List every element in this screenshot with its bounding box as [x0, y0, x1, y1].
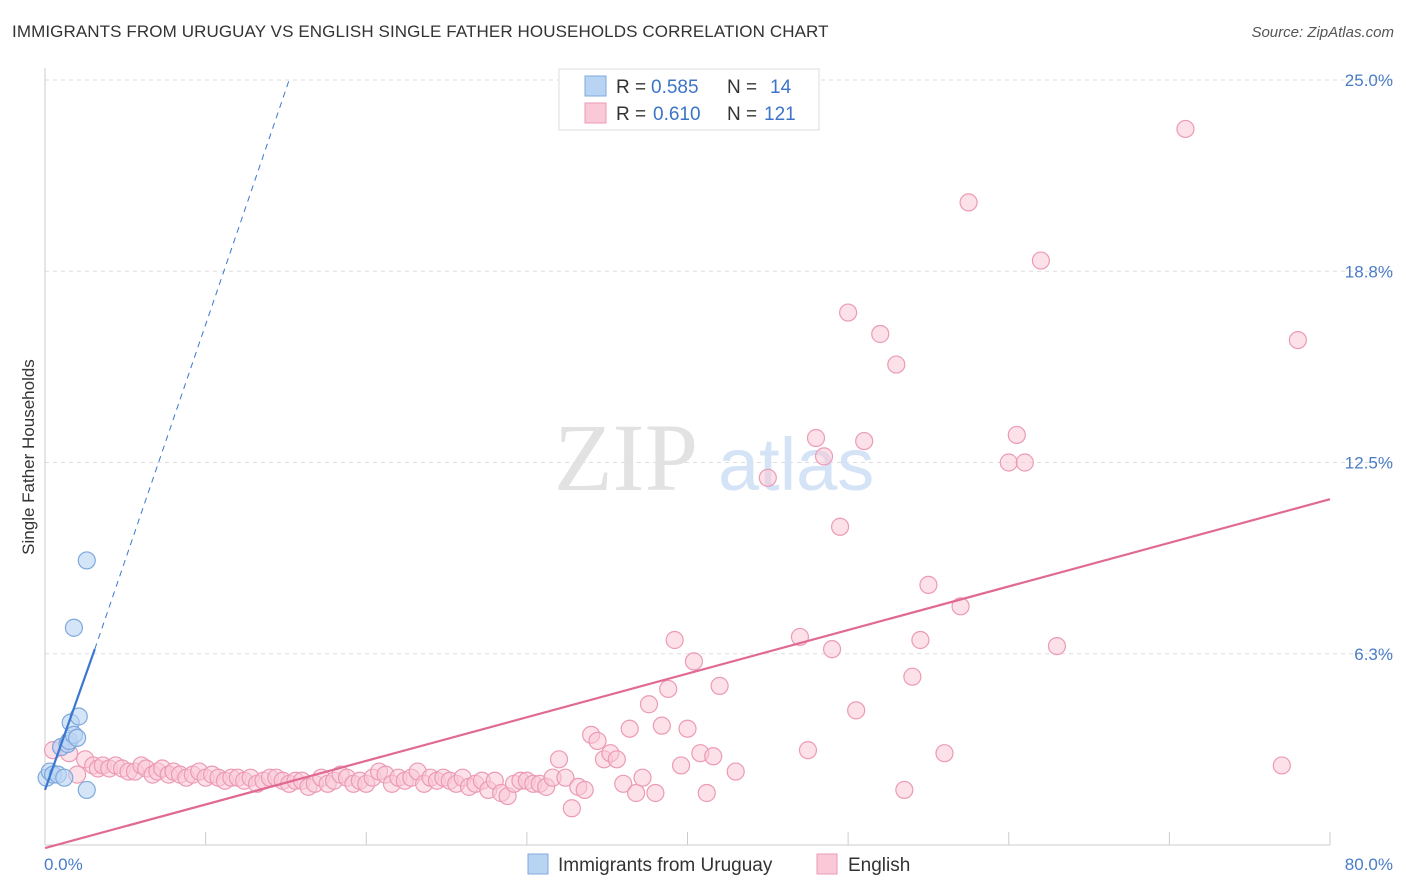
english-point-93 [639, 695, 659, 714]
english-point-116 [871, 324, 890, 344]
english-point-95 [652, 716, 671, 735]
english-point-122 [935, 744, 954, 763]
english-point-89 [614, 774, 633, 793]
uruguay-points [37, 551, 96, 800]
english-point-90 [620, 719, 639, 738]
english-point-121 [919, 575, 938, 595]
english-point-115 [855, 431, 874, 451]
stats-legend: R = 0.585 N = 14 R = 0.610 N = 121 [558, 68, 820, 131]
english-point-97 [665, 630, 684, 650]
y-tick-label-0: 6.3% [1354, 645, 1393, 664]
english-point-85 [588, 731, 607, 751]
stats-r-value-uruguay: 0.585 [651, 77, 699, 98]
english-point-127 [1015, 453, 1034, 472]
english-point-88 [607, 750, 626, 769]
english-point-103 [704, 747, 723, 766]
x-tick-marks [44, 832, 1331, 845]
stats-n-label-english: N = [727, 104, 757, 125]
trend-lines [43, 79, 1331, 850]
english-point-124 [959, 193, 978, 212]
stats-legend-swatch-english [584, 102, 607, 124]
uruguay-trend-line [43, 648, 96, 791]
english-point-129 [1047, 636, 1067, 656]
uruguay-point-14 [77, 780, 96, 800]
english-point-109 [806, 428, 826, 448]
english-point-120 [911, 630, 930, 650]
stats-n-value-uruguay: 14 [770, 77, 792, 98]
english-point-118 [895, 780, 914, 800]
english-point-132 [1288, 331, 1307, 350]
series-legend: Immigrants from Uruguay English [527, 853, 910, 876]
series-legend-label-english: English [848, 855, 910, 876]
english-point-131 [1272, 756, 1291, 775]
english-point-83 [575, 780, 594, 800]
english-point-102 [697, 783, 716, 803]
chart-title: IMMIGRANTS FROM URUGUAY VS ENGLISH SINGL… [12, 22, 829, 41]
english-point-125 [999, 453, 1018, 472]
english-point-130 [1176, 119, 1195, 139]
english-point-98 [671, 756, 691, 775]
watermark-atlas: atlas [718, 423, 874, 506]
english-point-111 [822, 640, 842, 659]
y-tick-label-3: 25.0% [1345, 71, 1393, 90]
watermark: ZIP atlas [554, 404, 874, 511]
series-legend-swatch-english [816, 853, 838, 875]
english-point-114 [847, 701, 866, 720]
uruguay-point-5 [55, 768, 74, 787]
stats-r-value-english: 0.610 [653, 104, 701, 125]
uruguay-point-13 [77, 551, 96, 570]
english-point-104 [710, 676, 729, 695]
x-tick-label-max: 80.0% [1345, 855, 1393, 874]
english-point-99 [678, 719, 697, 738]
english-trend-line [44, 498, 1331, 850]
english-point-126 [1007, 425, 1026, 445]
english-point-94 [646, 783, 665, 803]
stats-n-label-uruguay: N = [727, 77, 757, 98]
stats-r-label-english: R = [616, 104, 646, 125]
stats-legend-swatch-uruguay [584, 75, 607, 97]
english-point-92 [633, 768, 652, 787]
english-point-105 [726, 762, 745, 781]
y-tick-labels: 6.3% 12.5% 18.8% 25.0% [1345, 71, 1393, 664]
chart-source: Source: ZipAtlas.com [1251, 24, 1394, 41]
uruguay-point-10 [64, 618, 84, 637]
english-point-91 [626, 783, 646, 803]
english-point-117 [887, 355, 906, 374]
y-tick-label-1: 12.5% [1345, 454, 1393, 473]
english-point-128 [1031, 251, 1050, 270]
series-legend-swatch-uruguay [527, 853, 549, 875]
english-point-113 [839, 303, 858, 322]
watermark-zip: ZIP [554, 404, 698, 511]
english-point-81 [562, 799, 581, 818]
stats-r-label-uruguay: R = [616, 77, 646, 98]
english-point-79 [549, 750, 569, 769]
english-point-110 [814, 447, 834, 466]
english-point-106 [758, 468, 777, 487]
english-points [43, 119, 1307, 818]
english-point-108 [798, 741, 818, 760]
grid-layer [45, 79, 1395, 655]
x-tick-label-min: 0.0% [44, 855, 83, 874]
y-tick-label-2: 18.8% [1345, 262, 1393, 281]
uruguay-trend-extension [94, 79, 290, 650]
english-point-96 [659, 679, 678, 699]
english-point-80 [556, 768, 575, 787]
english-point-100 [684, 652, 704, 671]
english-point-123 [951, 597, 970, 616]
series-legend-label-uruguay: Immigrants from Uruguay [558, 855, 773, 876]
y-axis-title: Single Father Households [19, 359, 38, 555]
uruguay-point-11 [68, 728, 87, 748]
english-point-112 [830, 517, 850, 536]
english-point-119 [903, 667, 922, 686]
stats-n-value-english: 121 [764, 104, 796, 125]
